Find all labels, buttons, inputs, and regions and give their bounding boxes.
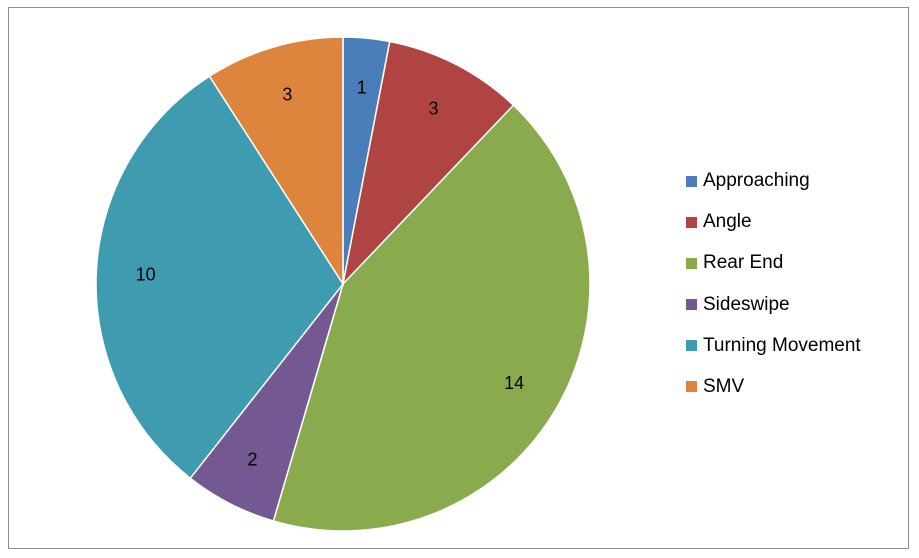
data-label-approaching: 1 bbox=[357, 77, 367, 97]
legend-item-turning-movement: Turning Movement bbox=[686, 332, 861, 360]
legend-swatch-rear-end bbox=[686, 257, 697, 269]
legend-swatch-turning-movement bbox=[686, 340, 697, 352]
legend-item-sideswipe: Sideswipe bbox=[686, 291, 861, 319]
legend-label-rear-end: Rear End bbox=[703, 252, 784, 274]
legend-swatch-smv bbox=[686, 381, 697, 393]
legend-item-angle: Angle bbox=[686, 208, 861, 236]
legend: Approaching Angle Rear End Sideswipe Tur… bbox=[686, 167, 861, 414]
legend-item-rear-end: Rear End bbox=[686, 249, 861, 277]
pie-data-labels: 1 3 14 2 10 3 bbox=[136, 77, 525, 469]
legend-label-approaching: Approaching bbox=[703, 170, 810, 191]
pie-slice-turning-movement bbox=[95, 75, 344, 480]
pie-slice-smv bbox=[208, 36, 344, 287]
legend-swatch-approaching bbox=[686, 175, 697, 187]
legend-swatch-sideswipe bbox=[686, 299, 697, 311]
pie-slice-rear-end bbox=[272, 104, 591, 532]
legend-label-angle: Angle bbox=[703, 211, 752, 233]
legend-item-approaching: Approaching bbox=[686, 167, 861, 195]
data-label-rear-end: 14 bbox=[504, 373, 524, 393]
legend-item-smv: SMV bbox=[686, 373, 861, 401]
legend-swatch-angle bbox=[686, 216, 697, 228]
data-label-angle: 3 bbox=[429, 98, 439, 118]
legend-label-sideswipe: Sideswipe bbox=[703, 293, 790, 315]
data-label-sideswipe: 2 bbox=[247, 450, 257, 470]
pie-slices bbox=[95, 36, 591, 532]
pie-slice-angle bbox=[341, 40, 515, 287]
data-label-smv: 3 bbox=[282, 84, 292, 104]
legend-label-turning-movement: Turning Movement bbox=[703, 334, 861, 356]
data-label-turning-movement: 10 bbox=[136, 265, 156, 285]
legend-label-smv: SMV bbox=[703, 375, 745, 397]
